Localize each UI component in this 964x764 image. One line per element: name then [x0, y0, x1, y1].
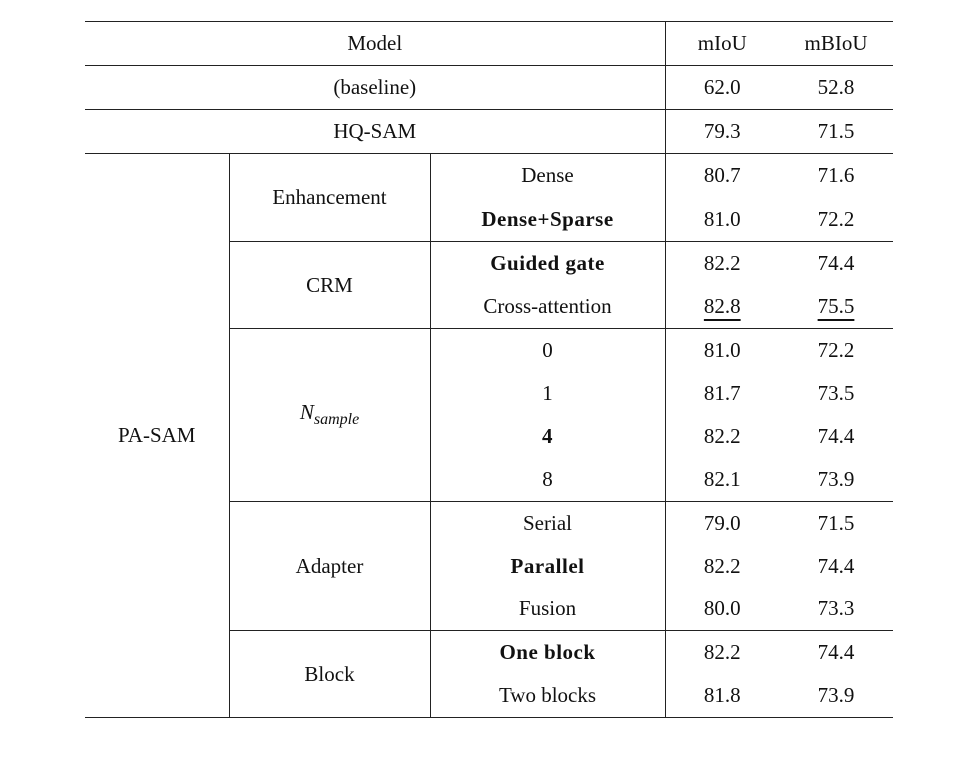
variant-cell: 4: [430, 414, 666, 459]
header-mbiou: mBIoU: [779, 21, 893, 66]
variant-cell: Guided gate: [430, 241, 666, 285]
mbiou-cell: 73.9: [779, 458, 893, 502]
miou-cell: 82.2: [703, 640, 741, 665]
variant-cell: Dense: [430, 153, 666, 198]
variant-cell: 0: [430, 328, 666, 372]
mbiou-cell: 73.9: [779, 674, 893, 719]
miou-cell: 81.7: [703, 380, 741, 405]
variant-cell: Serial: [430, 501, 666, 545]
mbiou-value-underlined: 75.5: [817, 294, 855, 318]
mbiou-cell: 73.5: [817, 380, 855, 405]
model-cell: (baseline): [85, 65, 666, 110]
table-row: 1 81.7 73.5: [85, 371, 893, 415]
variant-cell: Cross-attention: [430, 285, 666, 329]
group-label-subscript: sample: [313, 411, 360, 429]
group-label: Block: [229, 630, 431, 719]
header-miou: mIoU: [665, 21, 779, 66]
mbiou-cell: 71.6: [817, 163, 855, 188]
group-label: Enhancement: [229, 153, 431, 242]
table-row: 4 82.2 74.4: [85, 414, 893, 459]
mbiou-cell: 52.8: [779, 65, 893, 110]
header-row: Model mIoU mBIoU: [85, 21, 893, 66]
miou-value-underlined: 82.8: [703, 294, 741, 318]
table-row: Block One block 82.2 74.4: [85, 630, 893, 719]
variant-cell: One block: [430, 630, 666, 675]
miou-cell: 82.2: [703, 423, 741, 448]
variant-cell: 1: [430, 371, 666, 415]
pasam-label: PA-SAM: [85, 153, 230, 719]
model-cell: HQ-SAM: [85, 109, 666, 154]
table-row-baseline: (baseline) 62.0 52.8: [85, 65, 893, 110]
variant-cell: Fusion: [430, 587, 666, 632]
variant-cell: Dense+Sparse: [430, 197, 666, 242]
mbiou-cell: 72.2: [779, 197, 893, 242]
miou-cell: 62.0: [665, 65, 779, 110]
header-model: Model: [85, 21, 666, 66]
miou-cell: 82.1: [665, 458, 779, 502]
mbiou-cell: 72.2: [817, 337, 855, 362]
miou-cell: 81.0: [665, 197, 779, 242]
group-label: CRM: [229, 241, 431, 329]
group-label: Adapter: [229, 501, 431, 632]
miou-cell: 80.7: [703, 163, 741, 188]
miou-cell: 81.8: [665, 674, 779, 719]
table-row: Adapter Serial 79.0 71.5: [85, 501, 893, 632]
table-row: Two blocks 81.8 73.9: [85, 674, 893, 719]
table-row: PA-SAM Enhancement Dense 80.7 71.6: [85, 153, 893, 719]
variant-cell: Parallel: [430, 544, 666, 588]
mbiou-cell: 71.5: [817, 510, 855, 535]
miou-cell: 82.2: [703, 553, 741, 578]
table-row-hqsam: HQ-SAM 79.3 71.5: [85, 109, 893, 154]
mbiou-cell: 74.4: [817, 251, 855, 275]
miou-cell: 79.0: [703, 510, 741, 535]
mbiou-cell: 74.4: [817, 553, 855, 578]
miou-cell: 82.2: [703, 251, 741, 275]
group-label: Nsample: [229, 328, 431, 502]
mbiou-cell: 74.4: [817, 640, 855, 665]
table-row: CRM Guided gate 82.2 74.4: [85, 241, 893, 329]
mbiou-cell: 75.5: [779, 285, 893, 329]
table-row: 8 82.1 73.9: [85, 458, 893, 502]
ablation-table: Model mIoU mBIoU (baseline) 62.0 52.8 HQ…: [85, 21, 893, 719]
miou-cell: 81.0: [703, 337, 741, 362]
miou-cell: 79.3: [665, 109, 779, 154]
table-row: Fusion 80.0 73.3: [85, 587, 893, 632]
variant-cell: 8: [430, 458, 666, 502]
miou-cell: 82.8: [665, 285, 779, 329]
mbiou-cell: 74.4: [817, 423, 855, 448]
miou-cell: 80.0: [665, 587, 779, 632]
variant-cell: Two blocks: [430, 674, 666, 719]
table-row: Nsample 0 81.0 72.2: [85, 328, 893, 502]
group-label-main: N: [299, 400, 314, 425]
mbiou-cell: 71.5: [779, 109, 893, 154]
table-row: Dense+Sparse 81.0 72.2: [85, 197, 893, 242]
mbiou-cell: 73.3: [779, 587, 893, 632]
table-row: Cross-attention 82.8 75.5: [85, 285, 893, 329]
table-row: Parallel 82.2 74.4: [85, 544, 893, 588]
